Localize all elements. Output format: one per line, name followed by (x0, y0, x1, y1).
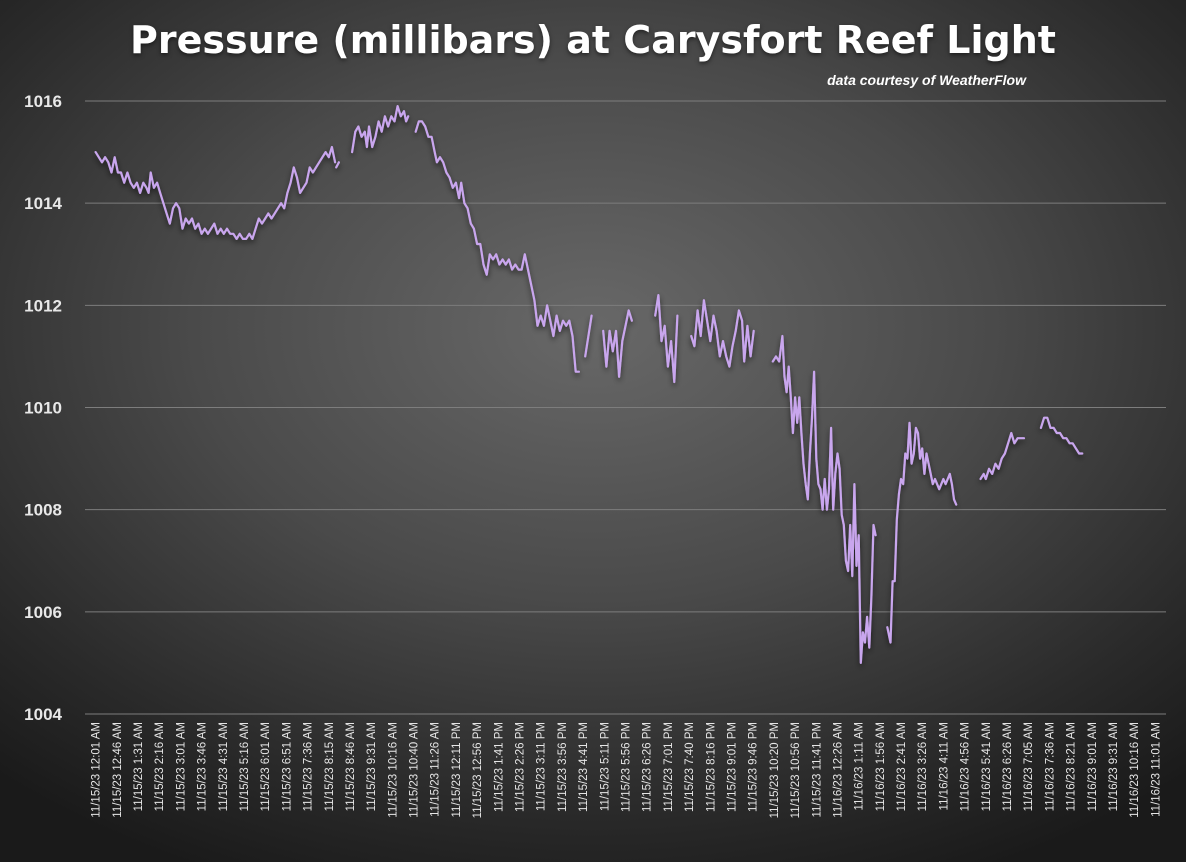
x-tick-label: 11/15/23 3:11 PM (536, 722, 548, 811)
x-tick-label: 11/16/23 2:41 AM (896, 722, 908, 811)
x-tick-label: 11/15/23 5:56 PM (621, 722, 633, 812)
x-tick-label: 11/16/23 8:21 AM (1066, 722, 1078, 811)
x-tick-label: 11/16/23 11:01 AM (1150, 722, 1162, 817)
x-tick-label: 11/15/23 4:31 AM (218, 722, 230, 811)
y-tick-label: 1006 (24, 603, 62, 622)
x-tick-label: 11/15/23 9:01 PM (726, 722, 738, 812)
x-tick-label: 11/15/23 8:15 AM (324, 722, 336, 811)
series-line-segment (771, 334, 877, 665)
x-tick-label: 11/15/23 3:56 PM (557, 722, 569, 812)
chart-title: Pressure (millibars) at Carysfort Reef L… (130, 18, 1056, 62)
x-tick-label: 11/15/23 1:41 PM (493, 722, 505, 812)
x-tick-label: 11/16/23 9:01 AM (1087, 722, 1099, 811)
y-tick-label: 1016 (24, 92, 62, 111)
x-tick-label: 11/15/23 6:26 PM (642, 722, 654, 812)
x-tick-label: 11/15/23 6:51 AM (281, 722, 293, 811)
chart-subtitle: data courtesy of WeatherFlow (827, 72, 1026, 88)
x-tick-label: 11/16/23 7:05 AM (1023, 722, 1035, 811)
x-tick-label: 11/15/23 1:31 AM (133, 722, 145, 811)
x-tick-label: 11/15/23 10:56 PM (790, 722, 802, 818)
series-line-segment (1039, 416, 1084, 455)
series-line-segment (351, 104, 410, 154)
y-tick-label: 1004 (24, 705, 62, 724)
x-tick-label: 11/15/23 2:26 PM (515, 722, 527, 812)
x-tick-label: 11/15/23 9:46 PM (748, 722, 760, 812)
x-tick-label: 11/16/23 7:36 AM (1044, 722, 1056, 811)
x-tick-label: 11/16/23 3:26 AM (917, 722, 929, 811)
y-axis-ticks: 1004 1006 1008 1010 1012 1014 1016 (24, 92, 62, 724)
x-tick-label: 11/15/23 6:01 AM (260, 722, 272, 811)
x-tick-label: 11/15/23 10:16 AM (387, 722, 399, 818)
x-tick-label: 11/15/23 8:16 PM (705, 722, 717, 812)
x-tick-label: 11/15/23 11:26 AM (430, 722, 442, 817)
x-tick-label: 11/15/23 3:46 AM (197, 722, 209, 811)
x-tick-label: 11/15/23 8:46 AM (345, 722, 357, 811)
series-line-segment (94, 145, 337, 240)
x-tick-label: 11/15/23 12:01 AM (91, 722, 103, 818)
x-tick-label: 11/15/23 7:36 AM (303, 722, 315, 811)
x-tick-label: 11/15/23 5:16 AM (239, 722, 251, 811)
x-tick-label: 11/15/23 5:11 PM (599, 722, 611, 811)
series-line-segment (979, 431, 1026, 481)
x-tick-label: 11/16/23 1:11 AM (854, 722, 866, 810)
x-tick-label: 11/15/23 10:20 PM (769, 722, 781, 818)
x-tick-label: 11/16/23 6:26 AM (1002, 722, 1014, 811)
y-tick-label: 1008 (24, 501, 62, 520)
x-tick-label: 11/16/23 4:11 AM (938, 722, 950, 810)
y-tick-label: 1010 (24, 399, 62, 418)
x-tick-label: 11/15/23 12:11 PM (451, 722, 463, 817)
x-tick-label: 11/15/23 10:40 AM (409, 722, 421, 818)
y-tick-label: 1012 (24, 296, 62, 315)
series-line-segment (602, 309, 634, 378)
x-tick-label: 11/15/23 4:41 PM (578, 722, 590, 812)
x-tick-label: 11/16/23 1:56 AM (875, 722, 887, 811)
series-line-segment (414, 120, 581, 373)
x-tick-label: 11/15/23 11:41 PM (811, 722, 823, 817)
x-tick-label: 11/16/23 12:26 AM (832, 722, 844, 818)
x-tick-label: 11/15/23 12:46 AM (112, 722, 124, 818)
gridlines (85, 100, 1166, 715)
y-tick-label: 1014 (24, 194, 62, 213)
x-tick-label: 11/15/23 12:56 PM (472, 722, 484, 818)
x-tick-label: 11/15/23 7:01 PM (663, 722, 675, 812)
series-line-segment (690, 299, 755, 368)
x-tick-label: 11/16/23 9:31 AM (1108, 722, 1120, 811)
x-tick-label: 11/15/23 7:40 PM (684, 722, 696, 812)
series-line-segment (886, 421, 958, 644)
x-tick-label: 11/15/23 2:16 AM (154, 722, 166, 811)
x-tick-label: 11/16/23 5:41 AM (981, 722, 993, 811)
series-line-segment (584, 314, 593, 358)
x-tick-label: 11/16/23 10:16 AM (1129, 722, 1141, 818)
x-tick-label: 11/16/23 4:56 AM (960, 722, 972, 811)
series-pressure (94, 104, 1084, 665)
x-axis-ticks: 11/15/23 12:01 AM 11/15/23 12:46 AM 11/15/… (91, 722, 1163, 818)
x-tick-label: 11/15/23 3:01 AM (175, 722, 187, 811)
series-line-segment (335, 161, 340, 169)
series-line-segment (654, 294, 679, 384)
x-tick-label: 11/15/23 9:31 AM (366, 722, 378, 811)
